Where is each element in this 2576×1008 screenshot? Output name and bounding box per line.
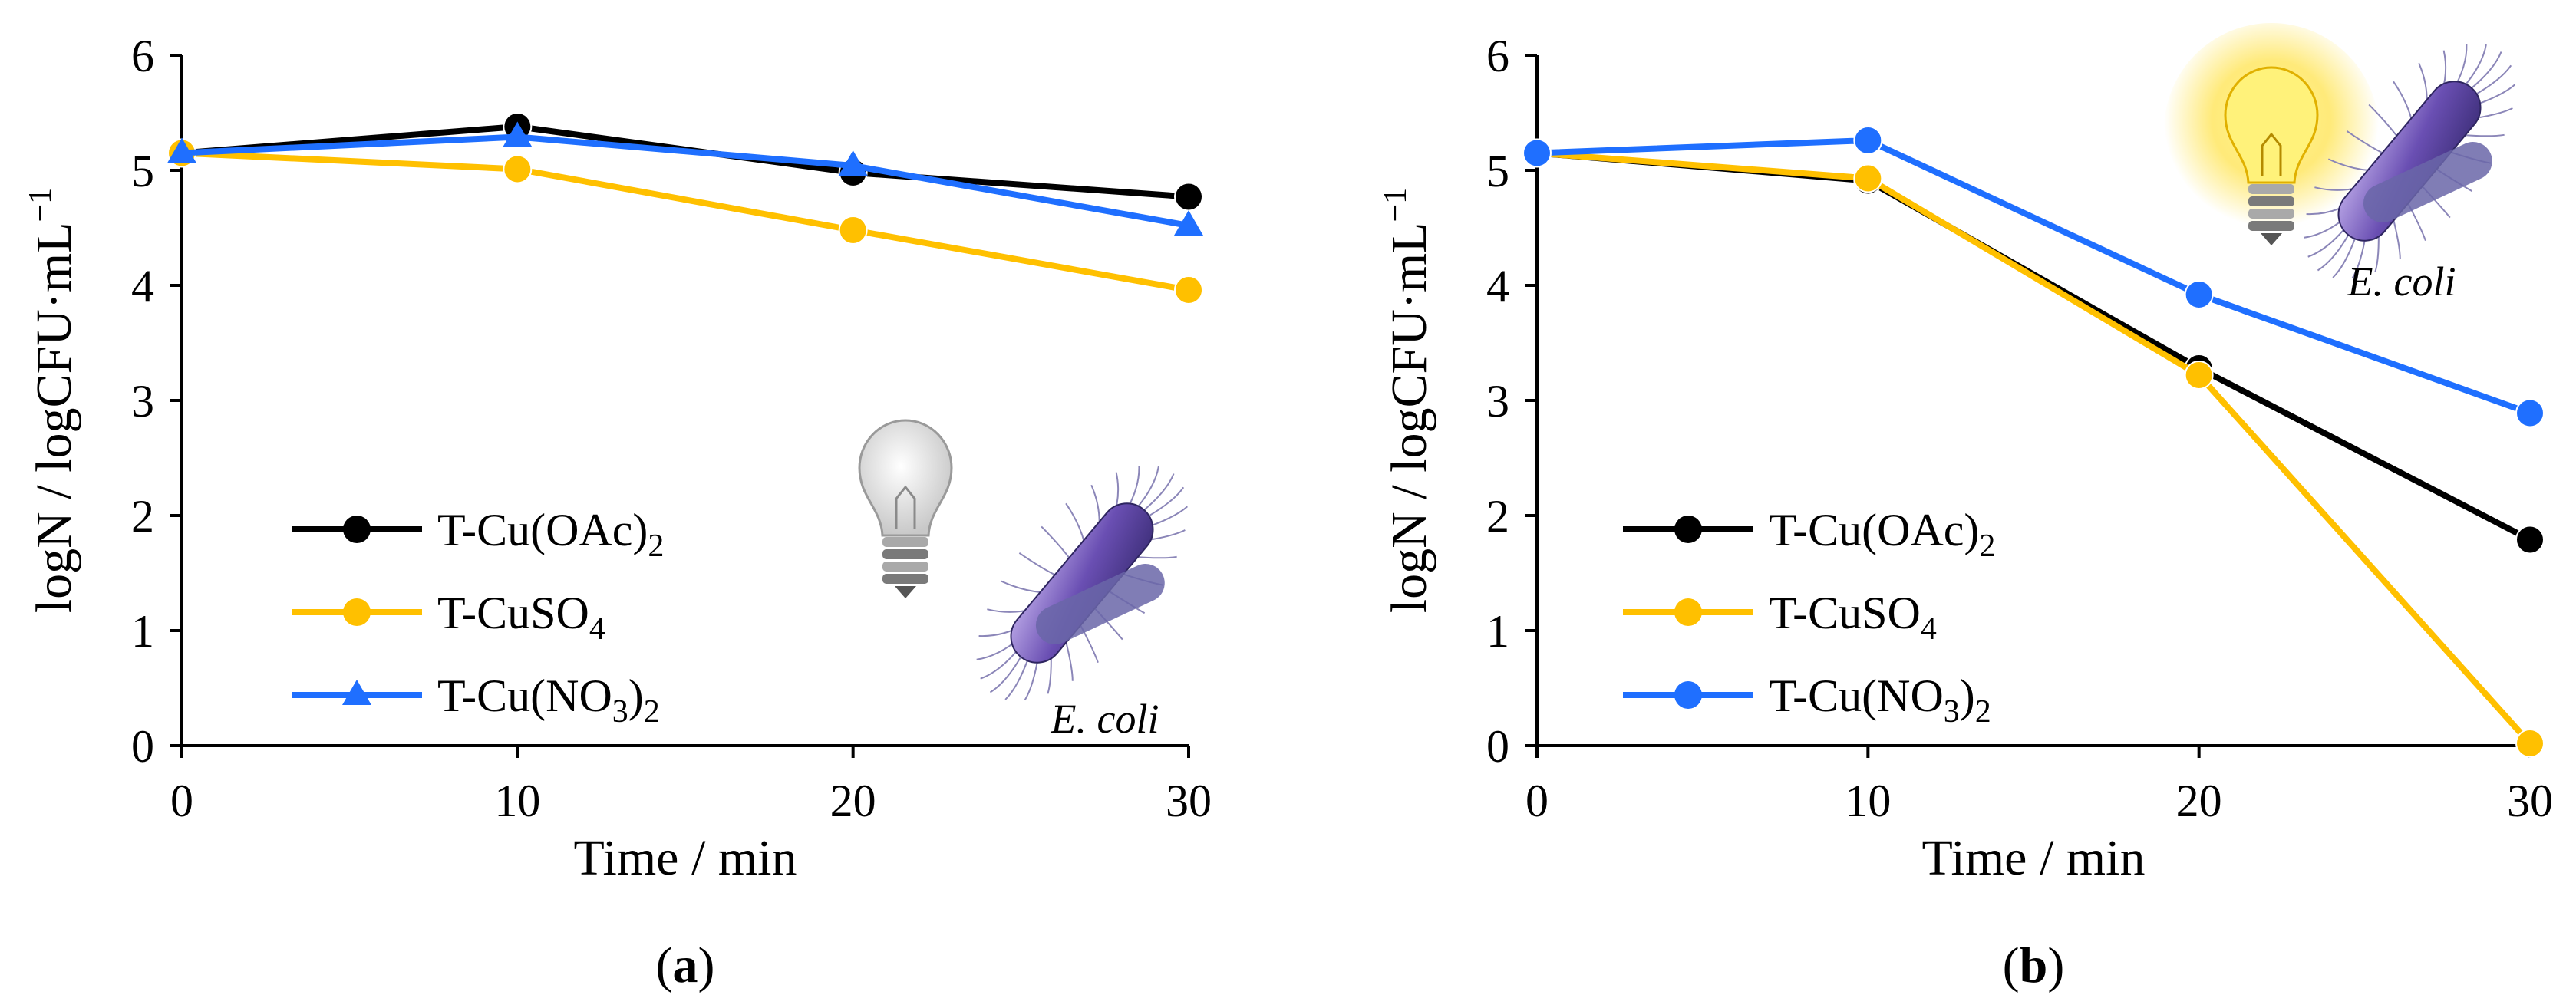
legend-label: T-Cu(NO3)2 [437,670,660,730]
data-point [503,154,533,184]
y-tick-label: 2 [131,491,154,542]
series-line [181,133,1189,229]
legend-label: T-Cu(OAc)2 [437,505,664,564]
light-bulb-off-icon [858,419,953,598]
x-tick-label: 10 [494,776,540,826]
y-tick-label: 3 [1486,376,1509,427]
data-point [1174,210,1203,236]
data-point [2515,729,2545,758]
data-point [503,121,533,147]
data-point [2515,525,2545,555]
panel-label: (a) [656,937,715,993]
legend-item: T-CuSO4 [292,588,605,647]
bacteria-icon [976,466,1189,701]
light-bulb-on-icon [2224,66,2319,245]
x-tick-label: 20 [2176,776,2222,826]
data-point [1522,138,1552,168]
data-point [838,150,868,176]
legend-item: T-Cu(OAc)2 [292,505,664,564]
y-tick-label: 3 [131,376,154,427]
data-point [1853,126,1883,155]
legend-label: T-CuSO4 [437,588,605,647]
illustration: E. coli [858,419,1189,742]
y-tick-label: 6 [131,31,154,81]
series-2 [167,121,1203,236]
series-line [1536,137,2531,417]
legend-marker [343,516,371,543]
legend-marker [342,680,371,705]
data-point [167,137,196,163]
series-1 [1522,138,2545,758]
data-point [1853,163,1883,193]
panel-a: 0 10 20 30 0 1 2 3 4 5 6 Time / min logN / logCFU·mL… [23,31,1212,993]
series-1 [167,138,1203,305]
x-tick-label: 30 [2507,776,2553,826]
legend-marker [343,598,371,626]
x-axis-label: Time / min [1922,830,2146,886]
data-point [2515,398,2545,428]
x-tick-label: 0 [170,776,193,826]
panel-b: 0 10 20 30 0 1 2 3 4 5 6 Time / min logN / logCFU·mL… [1378,23,2553,993]
x-tick-label: 10 [1845,776,1891,826]
data-point [838,216,868,245]
legend-marker [1674,516,1702,543]
data-point [1174,275,1203,305]
data-point [2184,280,2214,309]
axes-a: 0 10 20 30 0 1 2 3 4 5 6 Time / min logN / logCFU·mL… [23,31,1212,886]
y-tick-label: 6 [1486,31,1509,81]
y-tick-label: 2 [1486,491,1509,542]
y-tick-label: 5 [1486,146,1509,196]
x-tick-label: 30 [1166,776,1212,826]
legend: T-Cu(OAc)2 T-CuSO4 T-Cu(NO3)2 [1623,505,1995,730]
x-tick-label: 0 [1525,776,1549,826]
species-annotation: E. coli [1051,696,1159,742]
series-line [1536,150,2532,746]
y-tick-label: 0 [131,721,154,772]
species-annotation: E. coli [2347,259,2456,305]
data-point [2184,361,2214,390]
legend-marker [1674,598,1702,626]
y-tick-label: 5 [131,146,154,196]
legend-item: T-CuSO4 [1623,588,1937,647]
legend-label: T-CuSO4 [1769,588,1937,647]
axes-b: 0 10 20 30 0 1 2 3 4 5 6 Time / min logN / logCFU·mL… [1378,31,2553,886]
y-tick-label: 4 [131,261,154,311]
x-axis-label: Time / min [574,830,797,886]
y-tick-label: 0 [1486,721,1509,772]
series-line [181,150,1189,293]
series-2 [1522,126,2545,428]
x-tick-label: 20 [830,776,876,826]
legend-label: T-Cu(NO3)2 [1769,670,1991,730]
panel-label: (b) [2003,937,2065,993]
legend-item: T-Cu(NO3)2 [292,670,660,730]
y-axis-label: logN / logCFU·mL−1 [23,188,82,613]
legend-label: T-Cu(OAc)2 [1769,505,1995,564]
legend-marker [1674,681,1702,709]
y-axis-label: logN / logCFU·mL−1 [1378,188,1437,613]
legend-item: T-Cu(OAc)2 [1623,505,1995,564]
legend-item: T-Cu(NO3)2 [1623,670,1991,730]
legend: T-Cu(OAc)2 T-CuSO4 T-Cu(NO3)2 [292,505,664,730]
y-tick-label: 4 [1486,261,1509,311]
y-tick-label: 1 [131,606,154,657]
y-tick-label: 1 [1486,606,1509,657]
data-point [1174,182,1203,212]
bacteria-icon [2304,44,2516,279]
illustration: E. coli [2164,23,2516,305]
